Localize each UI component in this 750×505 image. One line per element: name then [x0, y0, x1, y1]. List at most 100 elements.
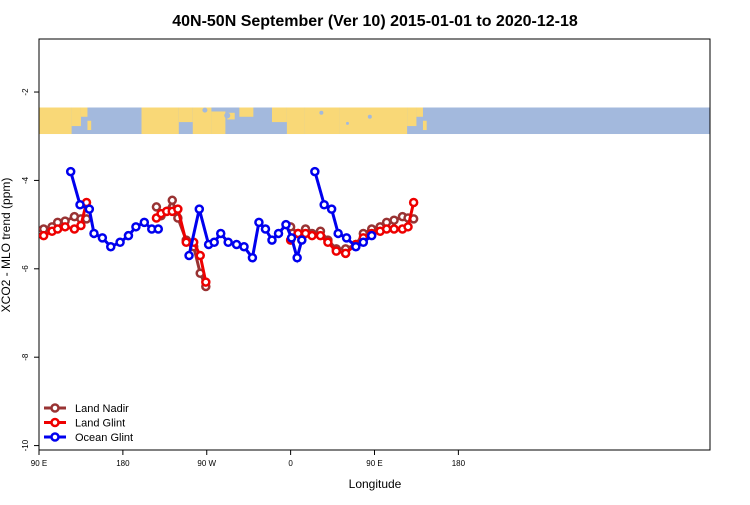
- data-point: [319, 199, 329, 210]
- chart-title: 40N-50N September (Ver 10) 2015-01-01 to…: [172, 13, 578, 30]
- map-lake: [319, 110, 324, 115]
- plot-area: 90 E 180 90 W 0 90 E 180 -2 -4 -6 -8 -10: [21, 38, 711, 468]
- map-land-shape: [407, 107, 417, 127]
- map-land-shape: [141, 107, 179, 135]
- data-point: [333, 228, 343, 239]
- y-tick-label: -6: [21, 265, 30, 273]
- map-land-shape: [374, 107, 408, 135]
- y-tick-label: -2: [21, 88, 30, 96]
- data-point: [273, 228, 284, 239]
- data-point: [403, 222, 413, 232]
- legend: Land Nadir Land Glint Ocean Glint: [44, 403, 133, 444]
- data-point: [153, 224, 164, 234]
- x-tick-label: 90 E: [366, 459, 382, 468]
- map-land-shape: [71, 107, 81, 127]
- legend-marker: [50, 403, 60, 413]
- map-land-shape: [422, 120, 427, 131]
- map-land: [39, 107, 427, 135]
- data-point: [260, 224, 271, 234]
- data-point: [215, 228, 226, 239]
- data-point: [167, 195, 178, 206]
- data-point: [281, 219, 291, 230]
- data-point: [323, 237, 333, 248]
- data-point: [195, 250, 205, 261]
- data-point: [76, 220, 86, 231]
- y-tick-label: -10: [21, 439, 30, 451]
- data-point: [184, 250, 194, 261]
- data-point: [358, 237, 369, 248]
- data-point: [340, 248, 351, 259]
- map-land-shape: [87, 120, 92, 131]
- map-land-shape: [227, 112, 235, 120]
- map-land-shape: [192, 107, 212, 135]
- data-point: [39, 230, 49, 241]
- x-tick-label: 90 E: [31, 459, 47, 468]
- data-point: [115, 237, 125, 248]
- data-point: [151, 202, 162, 212]
- data-point: [84, 204, 95, 214]
- data-point: [139, 217, 150, 228]
- legend-marker: [50, 417, 60, 428]
- data-point: [315, 230, 326, 241]
- map-land-shape: [339, 107, 375, 135]
- data-point: [408, 197, 419, 208]
- data-point: [60, 222, 70, 232]
- map-land-shape: [178, 107, 193, 123]
- data-point: [389, 215, 399, 225]
- map-land-shape: [239, 107, 254, 117]
- plot-frame: [38, 38, 711, 451]
- data-point: [201, 277, 211, 287]
- map-lake: [345, 121, 349, 125]
- data-point: [310, 166, 320, 177]
- data-point: [52, 224, 63, 234]
- map-land-shape: [39, 107, 72, 135]
- legend-label: Ocean Glint: [75, 432, 133, 444]
- data-point: [65, 166, 76, 177]
- map-land-shape: [271, 107, 287, 123]
- data-point: [131, 222, 141, 232]
- x-axis-label: Longitude: [349, 477, 402, 491]
- data-point: [351, 241, 361, 252]
- data-point: [75, 199, 85, 210]
- data-point: [223, 237, 233, 248]
- data-point: [389, 224, 399, 234]
- data-point: [292, 253, 302, 263]
- x-tick-label: 180: [116, 459, 130, 468]
- data-point: [209, 237, 219, 248]
- series-2: [65, 166, 377, 264]
- map-land-shape: [211, 111, 226, 135]
- x-tick-label: 90 W: [197, 459, 216, 468]
- y-axis-label: XCO2 - MLO trend (ppm): [0, 178, 13, 313]
- data-point: [106, 241, 116, 252]
- x-tick-label: 180: [452, 459, 466, 468]
- data-point: [254, 217, 264, 228]
- data-point: [366, 230, 377, 241]
- map-lake: [260, 121, 265, 126]
- data-point: [194, 204, 205, 214]
- data-point: [326, 204, 337, 214]
- legend-label: Land Glint: [75, 418, 125, 430]
- data-point: [97, 233, 108, 243]
- x-tick-label: 0: [288, 459, 293, 468]
- data-point: [231, 239, 242, 250]
- data-point: [267, 235, 277, 245]
- data-point: [247, 253, 258, 263]
- data-point: [286, 233, 297, 243]
- data-point: [381, 224, 392, 234]
- map-lake: [224, 112, 231, 119]
- y-tick-label: -8: [21, 353, 30, 361]
- legend-label: Land Nadir: [75, 403, 129, 415]
- legend-marker: [50, 432, 60, 442]
- data-point: [331, 246, 342, 256]
- y-tick-label: -4: [21, 176, 30, 184]
- data-point: [341, 233, 352, 243]
- data-point: [89, 228, 99, 239]
- data-point: [123, 230, 134, 241]
- data-point: [181, 237, 191, 248]
- map-land-shape: [416, 107, 423, 117]
- map-lake: [367, 114, 372, 119]
- map-land-shape: [286, 107, 305, 135]
- map-lake: [202, 107, 208, 113]
